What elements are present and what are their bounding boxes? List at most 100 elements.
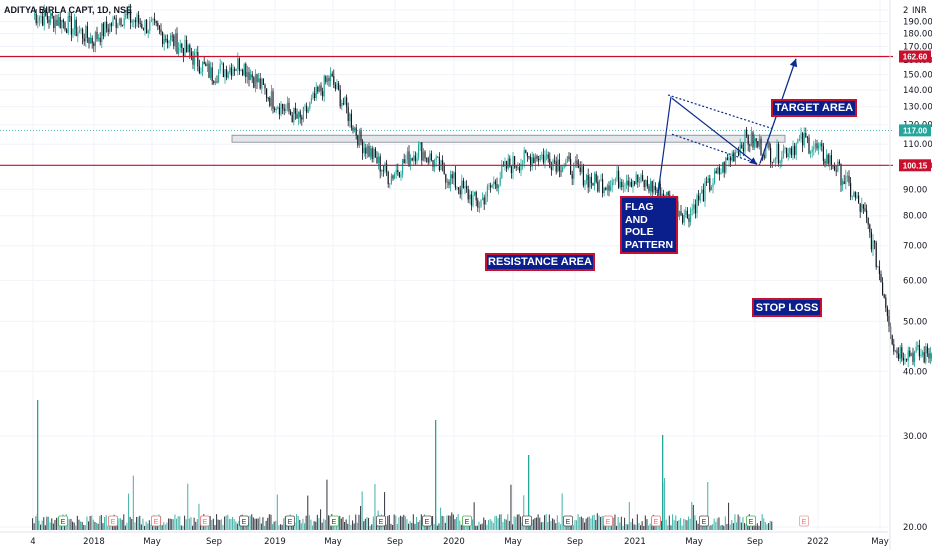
candle-body [837,161,839,172]
candle-body [160,29,162,33]
volume-bar [478,521,480,530]
grid [0,0,888,530]
volume-bar [684,519,686,530]
earnings-marker: E [239,515,249,527]
candle-body [920,354,922,357]
volume-bar [459,520,461,530]
candle-body [392,175,394,179]
candle-body [58,17,60,26]
volume-bar [88,521,90,530]
volume-bar [374,483,376,530]
candle-body [459,189,461,195]
candle-body [690,209,692,222]
volume-bar [147,523,149,530]
candle-body [832,165,834,167]
volume-bar [107,525,109,530]
candle-body [842,181,844,186]
earnings-box [422,515,432,527]
volume-bar [619,522,621,530]
candle-body [410,158,412,166]
volume-bar [350,524,352,530]
volume-bar [539,517,541,530]
volume-bar [384,492,386,530]
candle-body [128,9,130,15]
candle-body [709,178,711,191]
candle-body [51,13,53,16]
volume-bar [361,491,363,530]
candle-body [622,185,624,188]
volume-bar [225,515,227,530]
volume-bar [44,525,46,530]
candle-body [174,33,176,47]
candle-body [299,111,301,118]
volume-bar [745,524,747,530]
candle-body [616,170,618,180]
candle-body [141,24,143,29]
volume-spike [528,455,530,530]
candle-body [893,344,895,352]
candle-body [93,43,95,46]
volume-bar [675,515,677,530]
candle-body [851,196,853,198]
candle-body [246,72,248,77]
candle-body [360,130,362,142]
candles [34,3,932,368]
volume-bar [609,525,611,530]
volume-bar [576,520,578,530]
volume-bar [593,514,595,530]
candle-body [730,157,732,161]
volume-bar [280,524,282,530]
candle-body [606,185,608,191]
volume-bar [486,524,488,530]
candle-body [133,20,135,22]
candle-body [843,181,845,184]
candle-body [138,14,140,24]
volume-bar [708,525,710,530]
volume-bar [150,524,152,530]
candle-body [701,189,703,193]
y-tick-label: 90.00 [903,185,927,195]
volume-bar [665,519,667,530]
volume-bar [268,514,270,530]
volume-bar [504,518,506,530]
candle-body [862,204,864,209]
candle-body [411,158,413,161]
candle-body [781,157,783,163]
candle-body [200,71,202,73]
volume-bar [81,521,83,530]
candle-body [917,345,919,347]
candle-body [746,129,748,137]
candle-body [571,174,573,179]
volume-bar [182,525,184,530]
candle-body [582,166,584,186]
volume-spike [435,420,437,530]
volume-bar [561,493,563,530]
candle-body [693,204,695,209]
earnings-box [376,515,386,527]
volume-bar [542,521,544,530]
candle-body [526,152,528,157]
candle-body [925,346,927,363]
candle-body [650,181,652,192]
volume-bar [510,484,512,530]
y-tick-label: 70.00 [903,242,927,252]
candle-body [301,117,303,120]
volume-bar [710,525,712,530]
candle-body [922,352,924,355]
candle-body [235,68,237,71]
symbol-title[interactable]: ADITYA BIRLA CAPT, 1D, NSE [4,5,133,15]
candle-body [61,20,63,28]
candle-body [70,16,72,35]
candle-body [190,52,192,57]
candle-body [46,15,48,20]
candle-body [371,148,373,159]
candle-body [72,28,74,35]
candle-body [662,193,664,197]
candle-body [136,14,138,23]
candle-body [98,37,100,40]
candle-body [736,151,738,153]
y-tick-label: 30.00 [903,432,927,442]
volume-bar [625,524,627,530]
candle-body [317,87,319,92]
